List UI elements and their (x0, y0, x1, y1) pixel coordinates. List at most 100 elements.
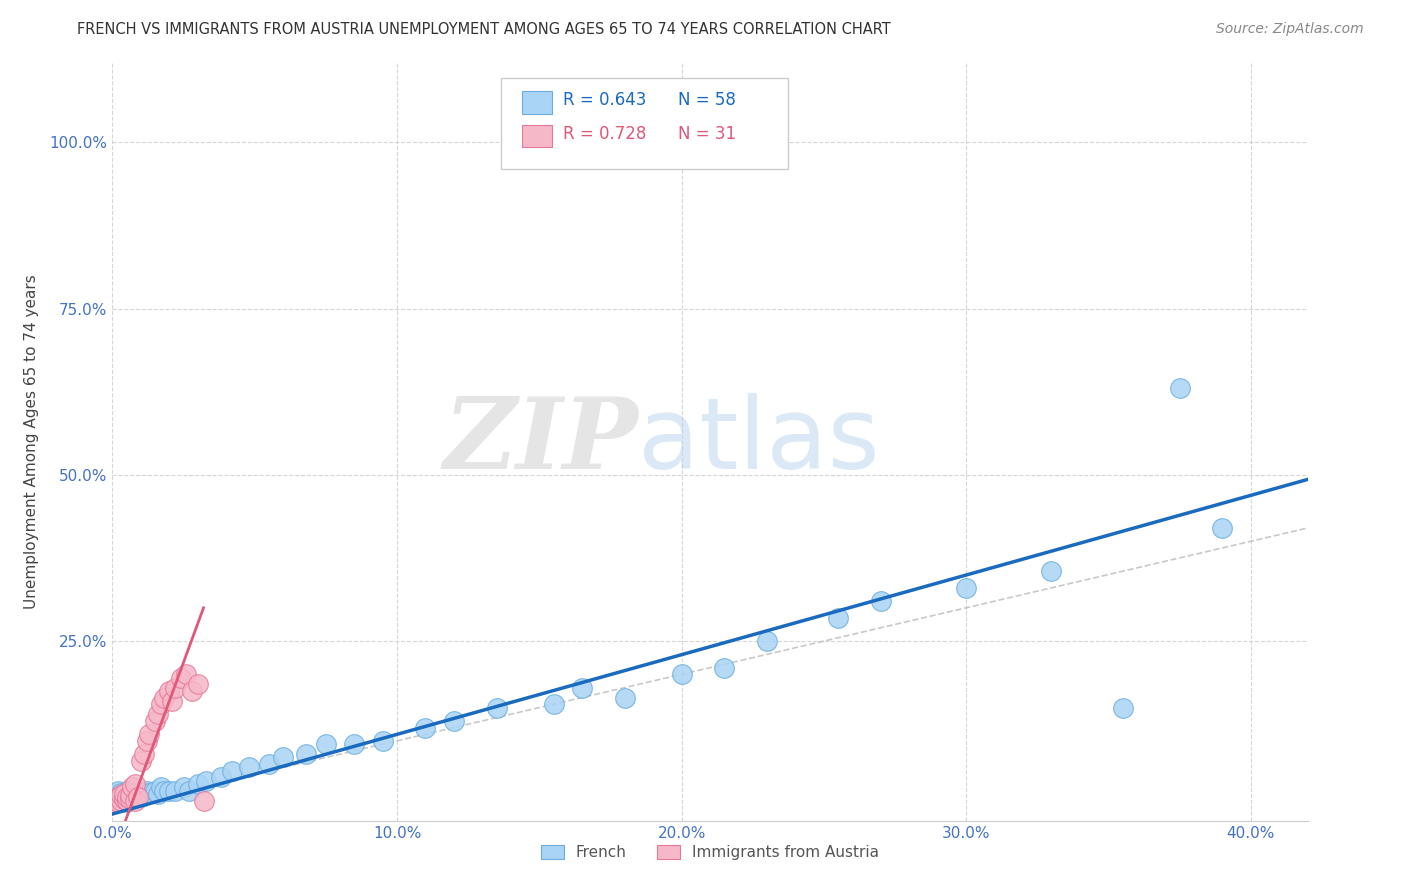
Point (869, 594, 891, 608)
Point (115, 790, 138, 805)
Point (112, 792, 135, 806)
Point (124, 789, 146, 803)
Point (118, 792, 141, 806)
Point (1111, 700, 1133, 714)
Point (107, 783, 129, 797)
Point (118, 789, 141, 803)
Point (955, 581, 977, 595)
Point (827, 611, 849, 625)
Point (193, 794, 215, 808)
Point (165, 783, 187, 797)
Point (115, 783, 138, 797)
Point (315, 737, 337, 751)
Point (104, 794, 127, 808)
Point (238, 760, 260, 774)
Point (124, 777, 146, 791)
Point (295, 747, 318, 761)
Point (179, 783, 201, 797)
Point (543, 698, 565, 712)
Point (485, 700, 508, 714)
Point (713, 661, 735, 675)
Point (195, 773, 218, 788)
Y-axis label: Unemployment Among Ages 65 to 74 years: Unemployment Among Ages 65 to 74 years (24, 274, 38, 609)
Point (110, 789, 132, 803)
Point (613, 690, 636, 705)
Point (129, 786, 152, 800)
Point (104, 787, 127, 801)
Point (107, 790, 129, 805)
Point (124, 786, 146, 800)
Point (143, 783, 166, 797)
Point (165, 681, 187, 695)
Text: FRENCH VS IMMIGRANTS FROM AUSTRIA UNEMPLOYMENT AMONG AGES 65 TO 74 YEARS CORRELA: FRENCH VS IMMIGRANTS FROM AUSTRIA UNEMPL… (77, 22, 891, 37)
Point (127, 787, 149, 801)
Point (127, 790, 149, 805)
Point (170, 671, 193, 685)
Text: ZIP: ZIP (443, 393, 638, 490)
Legend: French, Immigrants from Austria: French, Immigrants from Austria (534, 838, 886, 866)
Point (110, 794, 132, 808)
Point (1168, 381, 1191, 395)
Point (129, 754, 152, 768)
Point (146, 707, 169, 722)
Point (371, 734, 394, 748)
Point (132, 787, 155, 801)
Point (118, 786, 141, 800)
Point (121, 780, 143, 795)
Point (1211, 521, 1233, 535)
Point (257, 757, 280, 772)
Point (173, 780, 195, 795)
Point (149, 780, 172, 795)
Point (176, 667, 198, 681)
Point (110, 789, 132, 803)
Point (129, 790, 152, 805)
Point (152, 690, 174, 705)
Point (115, 790, 138, 805)
Point (112, 787, 135, 801)
Point (135, 783, 157, 797)
Point (187, 677, 209, 691)
Point (146, 787, 169, 801)
Point (115, 795, 138, 809)
Point (107, 790, 129, 805)
Point (221, 764, 243, 778)
Point (138, 786, 160, 800)
Point (571, 681, 593, 695)
Point (149, 698, 172, 712)
Point (132, 747, 155, 761)
Point (152, 783, 174, 797)
Text: Source: ZipAtlas.com: Source: ZipAtlas.com (1216, 22, 1364, 37)
Point (755, 634, 778, 648)
Point (271, 750, 294, 764)
Point (121, 790, 143, 805)
Text: N = 31: N = 31 (678, 125, 735, 143)
FancyBboxPatch shape (501, 78, 787, 169)
Point (443, 714, 465, 728)
Point (209, 771, 232, 785)
Point (110, 794, 132, 808)
Point (121, 783, 143, 797)
Point (107, 795, 129, 809)
Point (187, 777, 209, 791)
Point (143, 714, 166, 728)
Point (115, 794, 138, 808)
Text: N = 58: N = 58 (678, 91, 735, 110)
Text: R = 0.728: R = 0.728 (562, 125, 647, 143)
Point (112, 787, 135, 801)
Text: atlas: atlas (638, 393, 880, 490)
Point (112, 792, 135, 806)
Point (118, 789, 141, 803)
Point (415, 721, 437, 735)
Point (135, 734, 157, 748)
FancyBboxPatch shape (523, 91, 553, 114)
Point (181, 684, 204, 698)
Point (1040, 564, 1063, 578)
FancyBboxPatch shape (523, 125, 553, 147)
Point (124, 794, 146, 808)
Point (110, 786, 132, 800)
Point (138, 727, 160, 741)
Point (162, 694, 183, 708)
Point (343, 737, 366, 751)
Point (157, 783, 180, 797)
Text: R = 0.643: R = 0.643 (562, 91, 647, 110)
